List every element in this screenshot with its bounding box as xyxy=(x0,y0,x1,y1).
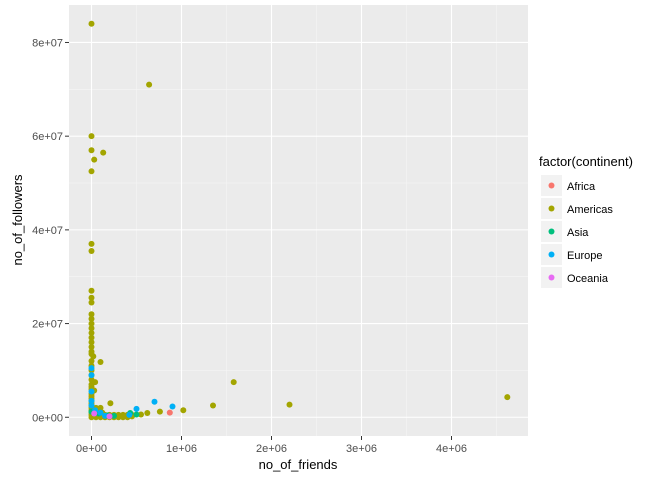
y-tick-label: 2e+07 xyxy=(32,319,63,331)
data-point-europe xyxy=(88,365,95,372)
data-point-asia xyxy=(111,412,117,419)
legend-label-asia: Asia xyxy=(567,227,589,239)
data-point-americas xyxy=(120,414,126,421)
legend-swatch-europe xyxy=(548,251,555,258)
x-tick-label: 1e+06 xyxy=(166,443,197,455)
data-point-americas xyxy=(88,311,95,318)
data-point-americas xyxy=(504,394,511,401)
data-point-americas xyxy=(107,400,114,407)
data-point-americas xyxy=(115,414,122,421)
legend: factor(continent) Africa Americas Asia Euro… xyxy=(539,154,633,288)
data-point-americas xyxy=(88,320,95,327)
data-point-americas xyxy=(91,156,98,163)
data-point-americas xyxy=(88,315,95,322)
data-point-europe xyxy=(151,398,158,405)
data-point-oceania xyxy=(106,413,113,420)
data-point-americas xyxy=(88,299,95,306)
data-point-americas xyxy=(88,168,95,175)
data-point-americas xyxy=(88,294,95,301)
legend-label-oceania: Oceania xyxy=(567,273,609,285)
x-tick-label: 4e+06 xyxy=(436,443,467,455)
x-tick-label: 2e+06 xyxy=(256,443,287,455)
legend-title: factor(continent) xyxy=(539,154,633,169)
data-point-oceania xyxy=(91,410,98,417)
legend-label-europe: Europe xyxy=(567,250,602,262)
legend-swatch-americas xyxy=(548,205,555,212)
y-tick-label: 0e+00 xyxy=(32,412,63,424)
legend-swatch-asia xyxy=(548,228,555,235)
data-point-americas xyxy=(88,329,95,336)
data-points xyxy=(88,20,511,421)
major-gridlines xyxy=(69,5,528,436)
data-point-americas xyxy=(180,407,187,414)
y-tick-label: 6e+07 xyxy=(32,131,63,143)
y-tick-label: 4e+07 xyxy=(32,225,63,237)
data-point-americas xyxy=(90,353,97,360)
data-point-americas xyxy=(88,343,95,350)
legend-label-americas: Americas xyxy=(567,204,613,216)
y-axis-title: no_of_followers xyxy=(10,174,25,266)
data-point-americas xyxy=(100,149,107,156)
data-point-africa xyxy=(166,409,173,416)
data-point-asia xyxy=(133,411,140,418)
data-point-europe xyxy=(126,411,133,418)
data-point-europe xyxy=(88,397,95,404)
data-point-europe xyxy=(97,409,104,416)
y-axis-ticks: 0e+00 2e+07 4e+07 6e+07 8e+07 xyxy=(32,37,69,424)
legend-swatch-oceania xyxy=(548,274,555,281)
data-point-americas xyxy=(88,334,95,341)
data-point-americas xyxy=(88,133,95,140)
data-point-europe xyxy=(88,372,95,379)
x-axis-ticks: 0e+00 1e+06 2e+06 3e+06 4e+06 xyxy=(76,436,467,455)
data-point-americas xyxy=(88,358,95,365)
data-point-americas xyxy=(97,358,104,365)
data-point-europe xyxy=(169,403,176,410)
legend-swatch-africa xyxy=(548,182,555,189)
data-point-europe xyxy=(88,402,95,409)
data-point-americas xyxy=(88,240,95,247)
legend-label-africa: Africa xyxy=(567,181,596,193)
data-point-americas xyxy=(88,147,95,154)
data-point-americas xyxy=(138,411,144,418)
legend-items: Africa Americas Asia Europe Oceania xyxy=(541,175,613,288)
panel-background xyxy=(69,5,528,436)
data-point-americas xyxy=(286,401,293,408)
x-tick-label: 3e+06 xyxy=(346,443,377,455)
y-tick-label: 8e+07 xyxy=(32,37,63,49)
data-point-americas xyxy=(144,410,151,417)
data-point-americas xyxy=(210,402,216,409)
data-point-americas xyxy=(88,287,95,294)
data-point-americas xyxy=(88,20,95,27)
data-point-americas xyxy=(230,379,237,386)
x-axis-title: no_of_friends xyxy=(259,457,338,472)
data-point-europe xyxy=(102,412,108,419)
data-point-americas xyxy=(88,325,95,332)
data-point-europe xyxy=(133,405,140,412)
data-point-europe xyxy=(88,388,95,395)
data-point-americas xyxy=(156,408,163,415)
data-point-americas xyxy=(146,81,153,88)
data-point-americas xyxy=(88,247,95,254)
data-point-americas xyxy=(88,339,95,346)
x-tick-label: 0e+00 xyxy=(76,443,107,455)
